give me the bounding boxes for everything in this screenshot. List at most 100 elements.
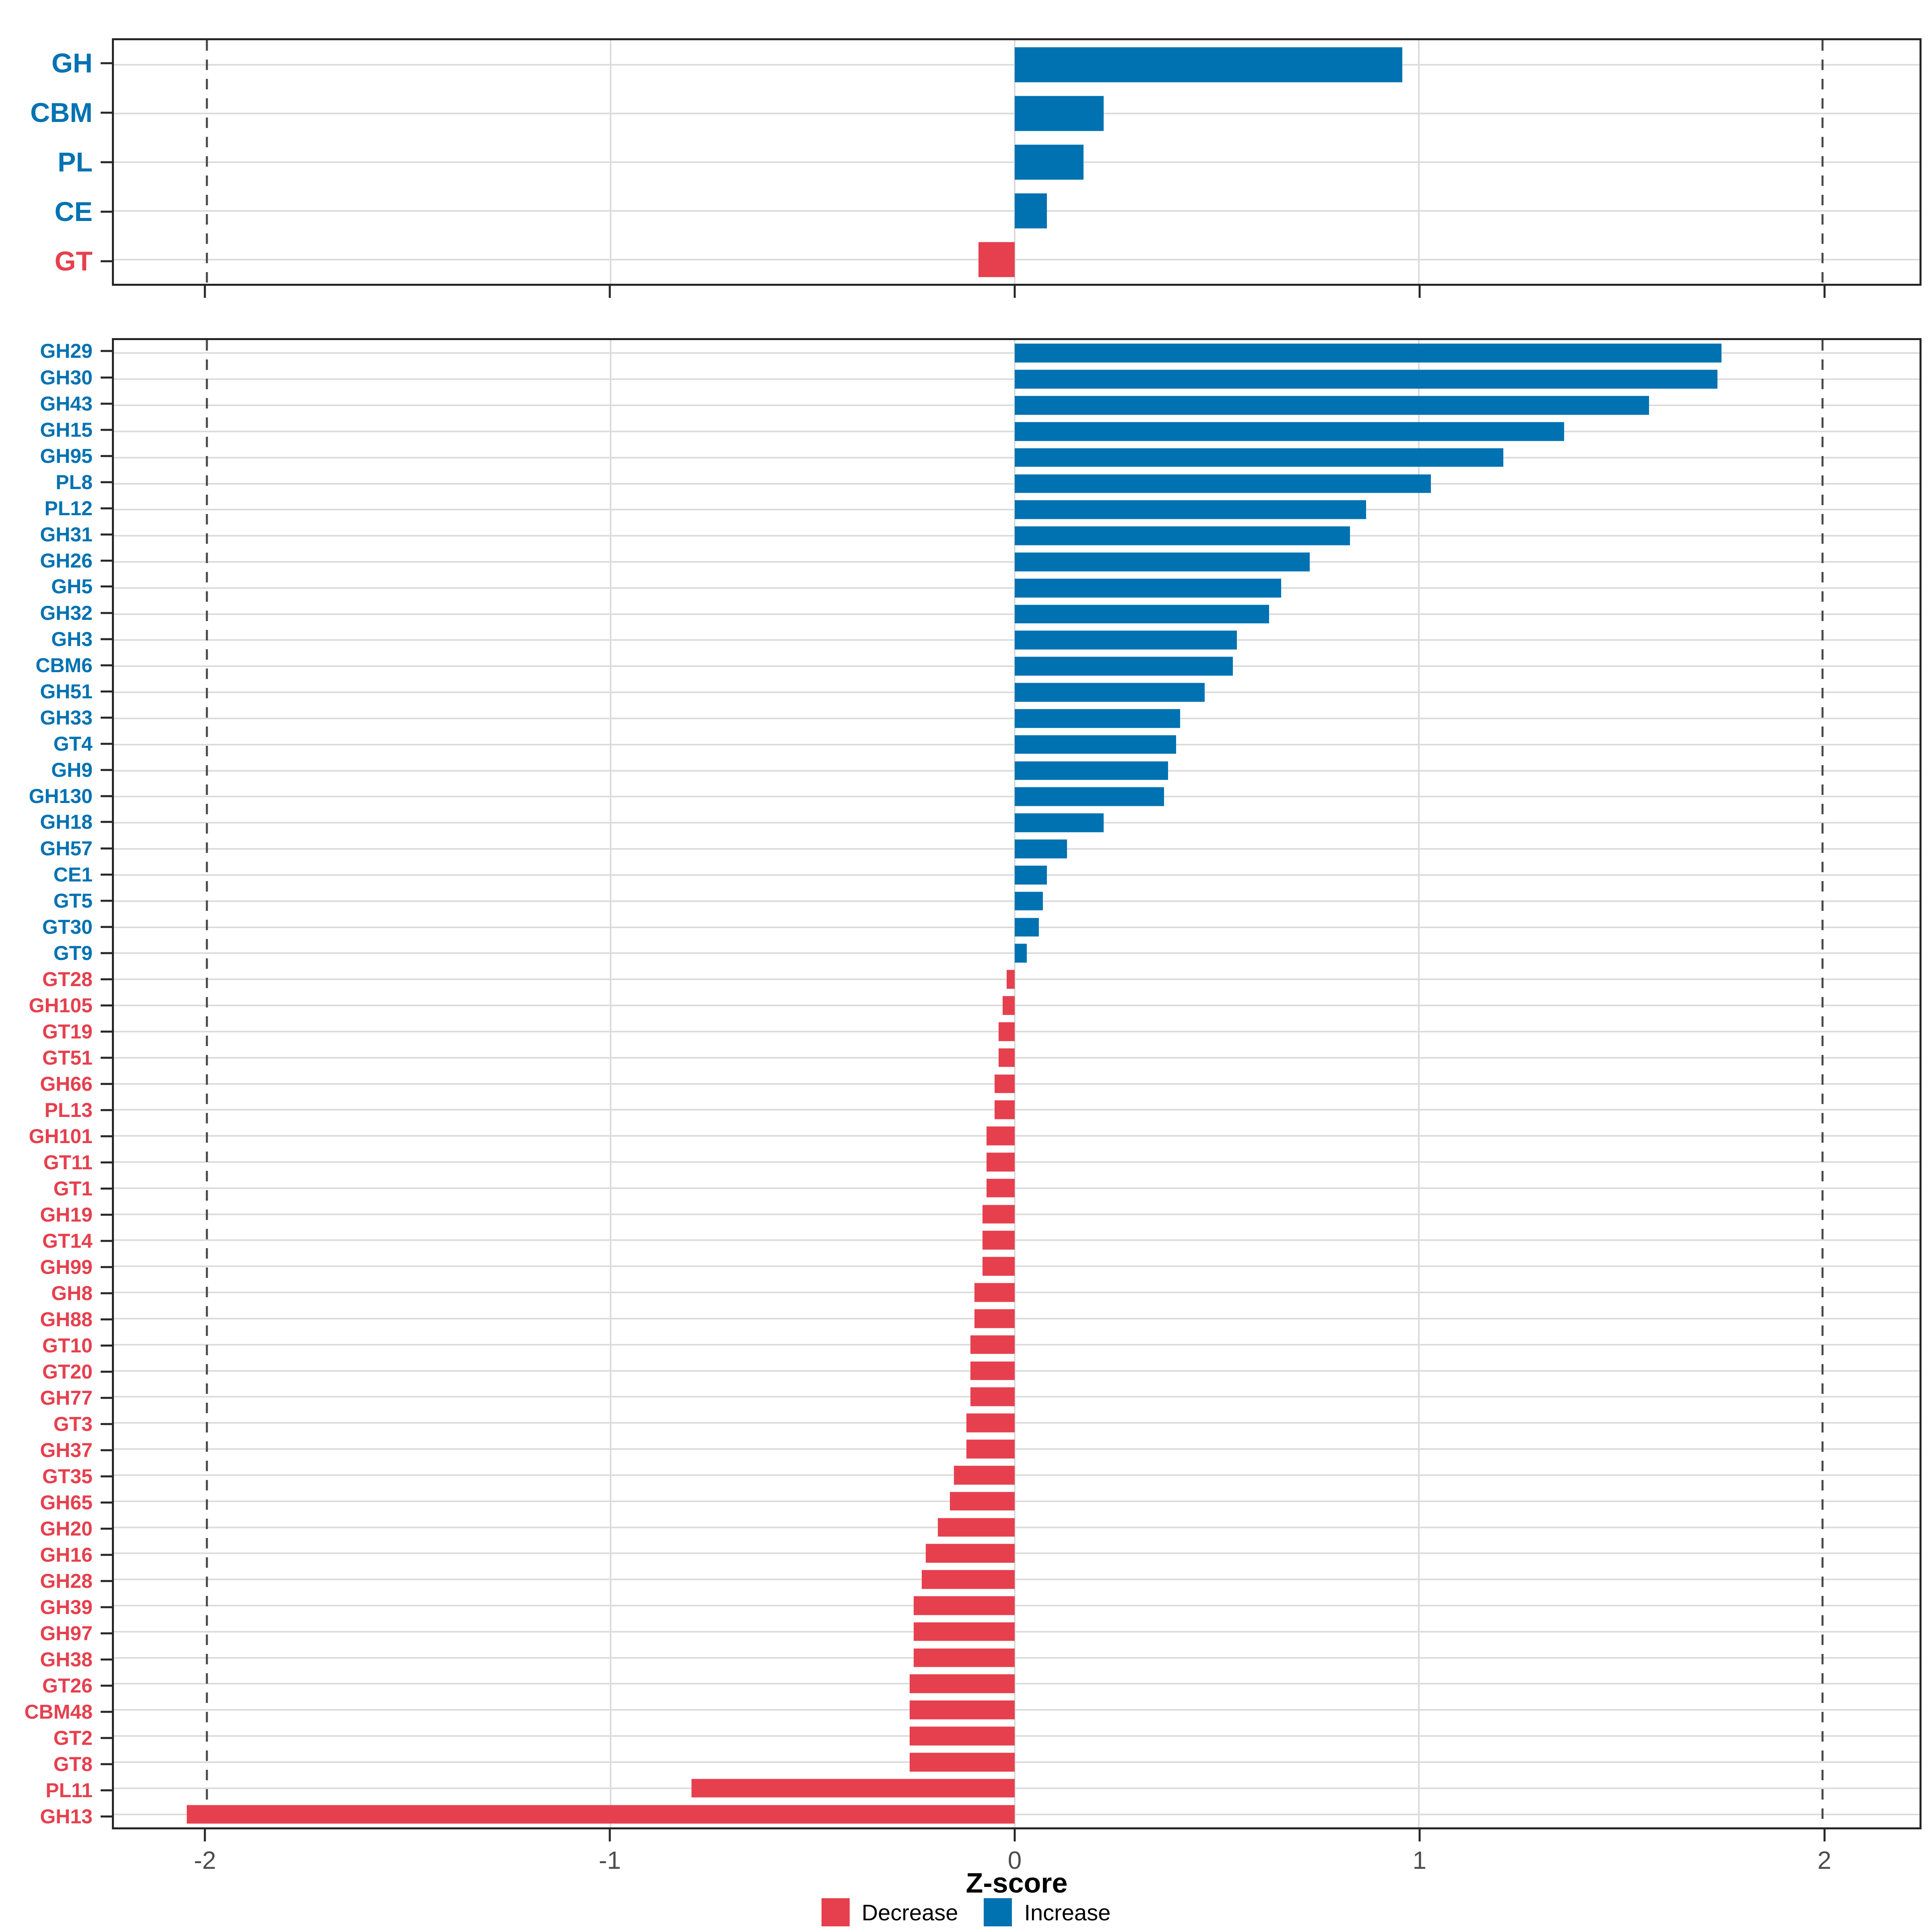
y-tick: [101, 402, 112, 405]
increase-swatch-icon: [984, 1898, 1012, 1926]
bar-GH77: [970, 1387, 1015, 1406]
y-tick: [101, 1397, 112, 1399]
bar-CBM48: [910, 1700, 1015, 1719]
category-label-GH95: GH95: [40, 444, 93, 467]
y-tick: [101, 1344, 112, 1346]
category-label-GH3: GH3: [51, 627, 93, 650]
y-tick: [101, 716, 112, 718]
bar-PL8: [1014, 474, 1431, 493]
legend-label-increase: Increase: [1024, 1899, 1111, 1925]
category-label-GT9: GT9: [53, 941, 93, 964]
category-label-GT11: GT11: [43, 1151, 93, 1174]
bar-GH28: [922, 1570, 1015, 1589]
category-label-PL11: PL11: [45, 1779, 93, 1802]
row-gridline: [114, 1500, 1920, 1502]
y-tick: [101, 1187, 112, 1189]
bar-GT26: [910, 1674, 1015, 1693]
bar-GT1: [986, 1179, 1015, 1198]
y-tick: [101, 1475, 112, 1477]
category-label-GT1: GT1: [53, 1177, 93, 1200]
x-tick: [1013, 286, 1016, 298]
y-tick: [101, 1606, 112, 1608]
bar-GT5: [1014, 892, 1043, 911]
bar-GT9: [1014, 944, 1027, 963]
row-gridline: [114, 1761, 1920, 1763]
row-gridline: [114, 1344, 1920, 1346]
category-label-GH5: GH5: [51, 575, 93, 598]
category-label-GH30: GH30: [40, 366, 93, 389]
row-gridline: [114, 1735, 1920, 1737]
category-label-CE: CE: [54, 196, 93, 227]
row-gridline: [114, 1005, 1920, 1007]
category-label-GT: GT: [54, 246, 93, 277]
x-tick: [1418, 286, 1421, 298]
category-label-GH38: GH38: [40, 1648, 93, 1671]
row-gridline: [114, 1813, 1920, 1815]
category-label-GT20: GT20: [42, 1360, 93, 1383]
v-gridline: [1418, 40, 1420, 284]
row-gridline: [114, 1265, 1920, 1267]
y-tick: [101, 1501, 112, 1503]
bar-GH130: [1014, 787, 1164, 806]
category-label-CBM6: CBM6: [35, 654, 93, 677]
row-gridline: [114, 1370, 1920, 1372]
y-tick: [101, 455, 112, 457]
y-tick: [101, 260, 112, 262]
row-gridline: [114, 1213, 1920, 1215]
y-tick: [101, 1684, 112, 1686]
category-label-GT35: GT35: [42, 1465, 93, 1488]
y-tick: [101, 429, 112, 431]
category-label-GT30: GT30: [42, 915, 93, 938]
x-tick: [1823, 286, 1826, 298]
bar-GT3: [966, 1413, 1015, 1432]
y-tick: [101, 1135, 112, 1137]
y-tick: [101, 978, 112, 980]
category-label-PL: PL: [58, 147, 93, 178]
bar-GH33: [1014, 709, 1181, 728]
y-tick: [101, 638, 112, 640]
bar-CE1: [1014, 865, 1047, 885]
panel-families: [112, 338, 1922, 1829]
reference-line-dashed: [1821, 40, 1824, 284]
y-tick: [101, 1371, 112, 1373]
category-label-GT51: GT51: [42, 1046, 93, 1069]
y-tick: [101, 821, 112, 823]
bar-GT19: [998, 1022, 1015, 1041]
category-label-GH77: GH77: [40, 1386, 93, 1409]
category-label-GH16: GH16: [40, 1543, 93, 1566]
y-tick: [101, 533, 112, 535]
bar-GH: [1014, 47, 1403, 83]
row-gridline: [114, 1109, 1920, 1111]
bar-GH43: [1014, 396, 1649, 415]
bar-GT14: [982, 1231, 1015, 1250]
category-label-GH8: GH8: [51, 1282, 93, 1305]
bar-GT51: [998, 1048, 1015, 1067]
bar-GT: [978, 242, 1015, 277]
y-tick: [101, 211, 112, 213]
category-label-GT10: GT10: [42, 1334, 93, 1357]
category-label-GH51: GH51: [40, 680, 93, 703]
category-label-GH31: GH31: [40, 523, 93, 546]
row-gridline: [114, 1526, 1920, 1528]
category-label-CBM: CBM: [30, 97, 93, 128]
bar-GH57: [1014, 839, 1067, 859]
bar-GT2: [910, 1726, 1015, 1746]
bar-GH15: [1014, 422, 1564, 441]
bar-GH37: [966, 1439, 1015, 1459]
panel-classes: [112, 38, 1922, 286]
category-label-GT19: GT19: [42, 1020, 93, 1043]
row-gridline: [114, 1474, 1920, 1476]
y-tick: [101, 690, 112, 692]
x-tick: [1418, 1829, 1421, 1841]
category-label-GH66: GH66: [40, 1072, 93, 1095]
row-gridline: [114, 1604, 1920, 1606]
row-gridline: [114, 1657, 1920, 1659]
category-label-GH9: GH9: [51, 758, 93, 781]
y-tick: [101, 481, 112, 483]
y-tick: [101, 1109, 112, 1111]
category-label-GT26: GT26: [42, 1674, 93, 1697]
x-axis-title: Z-score: [966, 1867, 1068, 1899]
y-tick: [101, 926, 112, 928]
category-label-CE1: CE1: [53, 863, 93, 886]
bar-GT35: [954, 1466, 1015, 1485]
